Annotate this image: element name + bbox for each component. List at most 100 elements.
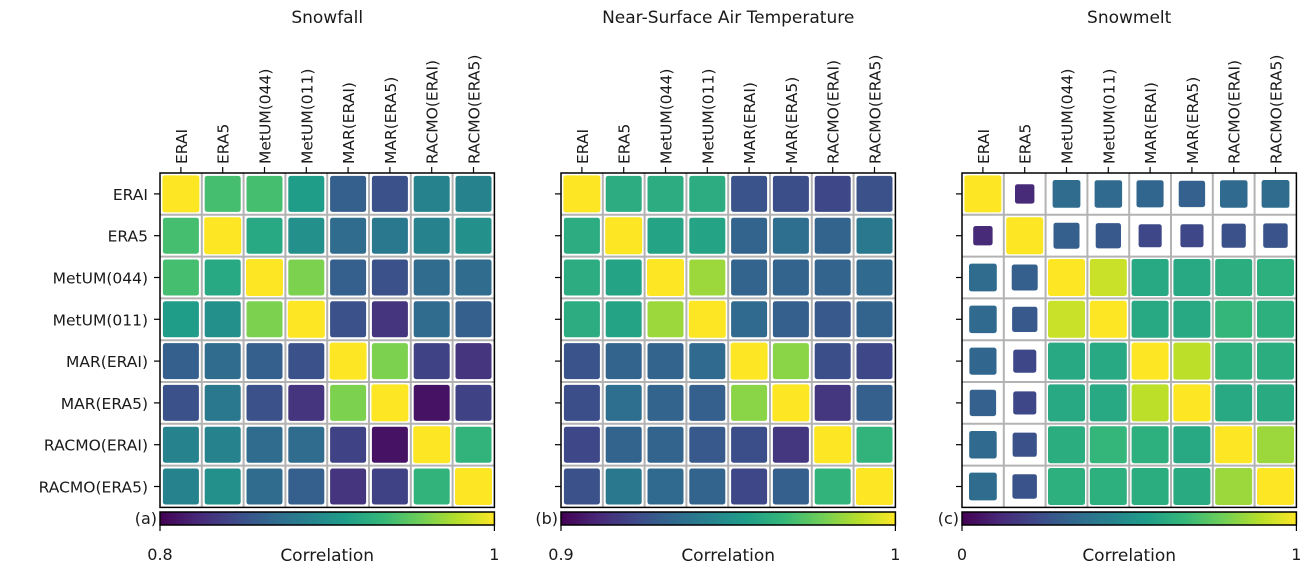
heatmap-cell	[563, 301, 600, 338]
heatmap-cell	[413, 301, 450, 338]
heatmap-cell	[969, 263, 997, 292]
heatmap-cell	[1257, 384, 1294, 422]
heatmap-cell	[413, 343, 450, 380]
heatmap-cell	[455, 217, 492, 254]
heatmap-cell	[330, 468, 367, 505]
heatmap-cell	[246, 343, 283, 380]
grid-lines	[962, 173, 1297, 508]
heatmap-cell	[1013, 349, 1037, 373]
heatmap-cell	[969, 305, 997, 334]
heatmap-cell	[1131, 468, 1169, 505]
heatmap-cell	[1095, 223, 1121, 249]
column-label: ERA5	[616, 124, 634, 164]
heatmap-cell	[1220, 180, 1248, 208]
column-label: MetUM(011)	[699, 69, 717, 164]
colorbar-min-label: 0.8	[147, 545, 172, 564]
heatmap-cell	[856, 301, 893, 338]
heatmap-cell	[647, 468, 684, 505]
heatmap-cell	[287, 300, 325, 338]
heatmap-cell	[731, 259, 768, 296]
heatmap-cell	[856, 384, 893, 421]
heatmap-cell	[1215, 468, 1253, 505]
heatmap-cell	[689, 426, 726, 463]
heatmap-cell	[204, 343, 241, 380]
heatmap-cell	[605, 259, 642, 296]
heatmap-cell	[288, 259, 325, 296]
heatmap-cell	[1048, 300, 1085, 338]
heatmap-cell	[772, 343, 809, 380]
heatmap-cell	[1131, 300, 1169, 338]
heatmap-cell	[371, 217, 408, 254]
heatmap-cell	[1263, 223, 1288, 248]
column-label: RACMO(ERAI)	[1226, 60, 1244, 164]
column-label: MetUM(011)	[1100, 69, 1118, 164]
heatmap-cell	[1221, 223, 1246, 248]
heatmap-cell	[563, 468, 600, 505]
heatmap-cell	[455, 384, 492, 421]
heatmap-cell	[731, 301, 768, 338]
heatmap-cell	[371, 259, 408, 296]
heatmap-cell	[1131, 259, 1169, 296]
heatmap-cell	[1257, 342, 1294, 380]
heatmap-cell	[413, 259, 450, 296]
column-label: ERA5	[1017, 124, 1035, 164]
heatmap-cell	[1180, 224, 1204, 248]
heatmap-cell	[1136, 180, 1164, 208]
column-label: RACMO(ERA5)	[1268, 55, 1286, 164]
heatmap-cell	[1215, 384, 1253, 422]
heatmap-cell	[1089, 342, 1127, 380]
column-label: MetUM(044)	[658, 69, 676, 164]
heatmap-cell	[563, 217, 600, 254]
heatmap-cell	[329, 342, 367, 380]
plot-frame	[159, 172, 496, 509]
heatmap-cell	[814, 301, 851, 338]
heatmap-cell	[1011, 264, 1038, 291]
heatmap-cell	[689, 468, 726, 505]
heatmap-cell	[772, 301, 809, 338]
column-label: MetUM(011)	[298, 69, 316, 164]
row-label: RACMO(ERAI)	[44, 437, 148, 455]
heatmap-cell	[162, 175, 200, 213]
heatmap-cell	[1257, 468, 1294, 505]
heatmap-cell	[731, 175, 768, 212]
heatmap-cell	[1048, 384, 1085, 422]
heatmap-cell	[1257, 426, 1294, 464]
column-label: MetUM(044)	[1059, 69, 1077, 164]
heatmap-cell	[455, 426, 492, 463]
heatmap-cell	[772, 468, 809, 505]
heatmap-cell	[689, 217, 726, 254]
heatmap-cell	[647, 259, 684, 296]
heatmap-cell	[371, 301, 408, 338]
colorbar	[961, 511, 1298, 526]
heatmap-cell	[814, 426, 852, 464]
heatmap-cell	[772, 217, 809, 254]
heatmap-cell	[605, 426, 642, 463]
heatmap-cell	[689, 175, 726, 212]
colorbar-max-label: 1	[890, 545, 900, 564]
heatmap-cell	[689, 259, 726, 296]
heatmap-cell	[1131, 384, 1169, 422]
column-label: MetUM(044)	[257, 69, 275, 164]
heatmap-cell	[330, 301, 367, 338]
heatmap-cell	[1131, 342, 1169, 380]
heatmap-cell	[1048, 259, 1085, 296]
column-label: MAR(ERA5)	[1184, 77, 1202, 164]
column-label: RACMO(ERAI)	[424, 60, 442, 164]
column-label: ERAI	[975, 129, 993, 164]
panel-label: (b)	[535, 509, 558, 528]
row-label: ERAI	[113, 186, 148, 204]
heatmap-cell	[1006, 217, 1044, 255]
heatmap-cell	[1173, 342, 1211, 380]
heatmap-cell	[288, 468, 325, 505]
heatmap-cell	[647, 426, 684, 463]
heatmap-cell	[688, 300, 726, 338]
row-label: MAR(ERAI)	[66, 353, 148, 371]
column-label: MAR(ERAI)	[340, 82, 358, 164]
heatmap-cell	[413, 426, 451, 464]
heatmap-cell	[1089, 468, 1127, 505]
heatmap-cell	[204, 259, 241, 296]
plot-frame	[961, 172, 1298, 509]
heatmap-cell	[1257, 300, 1294, 338]
heatmap-cell	[246, 301, 283, 338]
heatmap-cell	[246, 217, 283, 254]
